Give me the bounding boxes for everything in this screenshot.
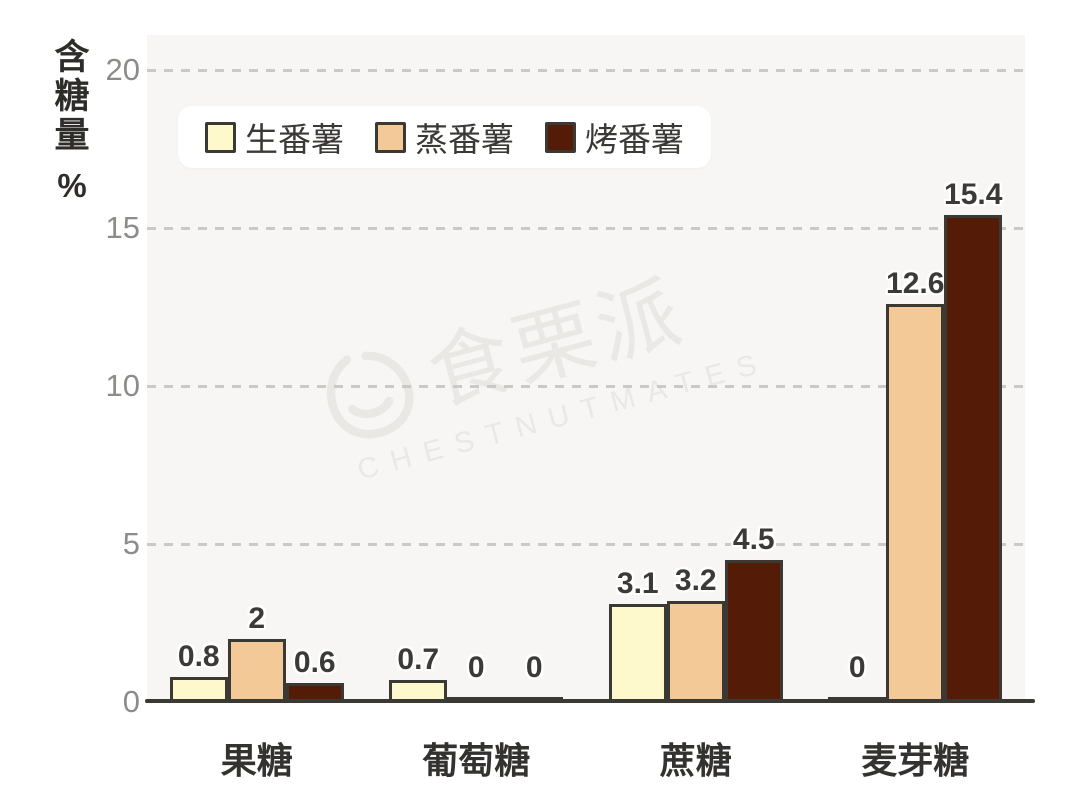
y-tick-label-20: 20 — [105, 52, 140, 87]
bar-value-label: 0.8 — [177, 640, 220, 673]
x-category-label-葡萄糖: 葡萄糖 — [422, 740, 531, 781]
bar-麦芽糖-烤番薯: 15.4 — [944, 178, 1002, 702]
bar-group-蔗糖: 3.1 3.2 4.5 — [586, 35, 806, 702]
y-tick-label-5: 5 — [122, 526, 140, 561]
bar-果糖-蒸番薯: 2 — [227, 602, 286, 702]
bar-value-label: 0.6 — [293, 646, 336, 679]
legend: 生番薯 蒸番薯 烤番薯 — [178, 106, 711, 168]
bar-蔗糖-烤番薯: 4.5 — [724, 523, 783, 702]
bar-value-label: 3.1 — [616, 567, 659, 600]
bar-value-label: 2 — [248, 602, 266, 635]
bar-value-label: 0 — [525, 651, 543, 684]
bar-group-麦芽糖: 0 12.6 15.4 — [806, 35, 1026, 702]
gridline-15 — [147, 227, 1025, 230]
bar-value-label: 4.5 — [732, 523, 775, 556]
y-tick-label-0: 0 — [122, 684, 140, 719]
bar-value-label: 3.2 — [674, 564, 717, 597]
bar-蔗糖-生番薯: 3.1 — [608, 567, 667, 702]
gridline-10 — [147, 385, 1025, 388]
bar-果糖-生番薯: 0.8 — [169, 640, 228, 702]
y-axis-unit-label: % — [57, 167, 87, 204]
bar-value-label: 12.6 — [886, 267, 945, 300]
bar-麦芽糖-蒸番薯: 12.6 — [886, 267, 944, 702]
y-axis-title-text: 含糖量 — [54, 38, 90, 155]
bar-蔗糖-蒸番薯: 3.2 — [666, 564, 725, 702]
y-axis-title: 含糖量 % — [50, 38, 94, 205]
y-tick-label-10: 10 — [105, 368, 140, 403]
x-category-label-蔗糖: 蔗糖 — [659, 740, 732, 781]
bar-groups: 0.8 2 0.6 0.7 0 0 3.1 3.2 4.5 0 12.6 15.4 — [147, 35, 1025, 702]
legend-item-烤番薯: 烤番薯 — [545, 113, 684, 161]
legend-swatch-icon — [375, 121, 406, 153]
legend-item-生番薯: 生番薯 — [205, 113, 344, 161]
bar-value-label: 15.4 — [944, 178, 1003, 211]
x-axis-line — [145, 699, 1035, 703]
legend-label: 烤番薯 — [585, 121, 684, 158]
legend-swatch-icon — [545, 121, 576, 153]
bar-value-label: 0.7 — [397, 643, 440, 676]
gridline-20 — [147, 69, 1025, 72]
legend-label: 生番薯 — [245, 121, 344, 158]
bar-group-果糖: 0.8 2 0.6 — [147, 35, 367, 702]
gridline-5 — [147, 543, 1025, 546]
bar-value-label: 0 — [848, 651, 866, 684]
x-category-label-果糖: 果糖 — [220, 740, 293, 781]
legend-swatch-icon — [205, 121, 236, 153]
plot-area: 食栗派 CHESTNUTMATES 0.8 2 0.6 0.7 0 0 3.1 3.2 4.5 0… — [147, 35, 1025, 702]
legend-item-蒸番薯: 蒸番薯 — [375, 113, 514, 161]
bar-value-label: 0 — [467, 651, 485, 684]
x-category-label-麦芽糖: 麦芽糖 — [861, 740, 970, 781]
y-tick-label-15: 15 — [105, 210, 140, 245]
legend-label: 蒸番薯 — [415, 121, 514, 158]
